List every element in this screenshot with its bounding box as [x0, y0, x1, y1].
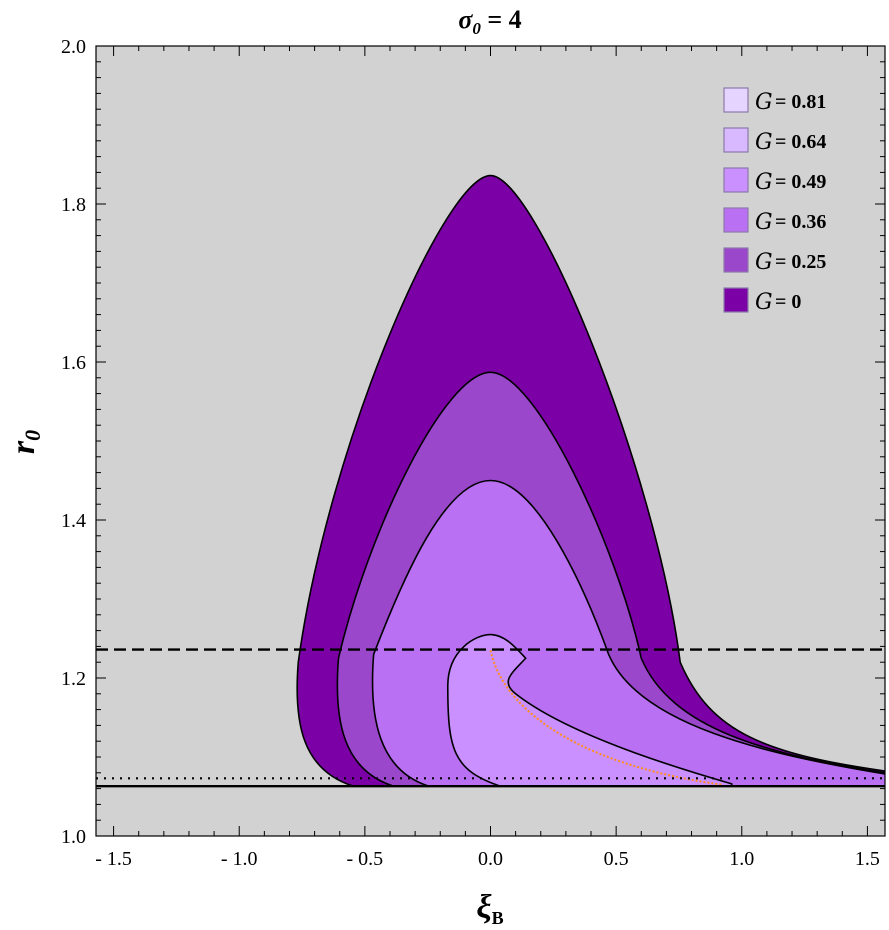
y-axis-label-main: r — [5, 440, 42, 454]
chart-title: σ0 = 4 — [458, 5, 521, 38]
legend-swatch — [723, 127, 749, 153]
legend-symbol: G — [755, 250, 773, 275]
legend-label: = 0.81 — [775, 91, 826, 113]
region-g-0-49 — [446, 633, 733, 788]
title-rest: = 4 — [481, 5, 522, 34]
y-tick-label: 1.8 — [61, 194, 86, 216]
legend: G = 0.81G = 0.64G = 0.49G = 0.36G = 0.25G = 0 — [723, 87, 826, 315]
legend-swatch — [723, 207, 749, 233]
legend-swatch — [723, 87, 749, 113]
legend-symbol: G — [755, 210, 773, 235]
y-tick-label: 1.0 — [61, 826, 86, 848]
y-tick-label: 2.0 — [61, 36, 86, 58]
y-tick-label: 1.6 — [61, 352, 86, 374]
legend-label: = 0.36 — [775, 211, 826, 233]
y-tick-label: 1.2 — [61, 668, 86, 690]
y-axis-label-sub: 0 — [20, 430, 45, 441]
legend-label: = 0.64 — [775, 131, 826, 153]
legend-symbol: G — [755, 130, 773, 155]
legend-item: G = 0.81 — [723, 87, 826, 115]
title-main: σ — [458, 5, 473, 34]
orange-dotted-curve — [489, 650, 722, 786]
x-tick-label: 0.5 — [604, 848, 629, 870]
legend-item: G = 0.64 — [723, 127, 826, 155]
legend-item: G = 0.49 — [723, 167, 826, 195]
x-tick-label: 0.0 — [478, 848, 503, 870]
legend-item: G = 0.25 — [723, 247, 826, 275]
x-axis-label-main: ξ — [476, 889, 492, 926]
x-axis: - 1.5 - 1.0 - 0.5 0.0 0.5 1.0 1.5 — [95, 46, 880, 870]
legend-label: = 0.25 — [775, 251, 826, 273]
legend-item: G = 0.36 — [723, 207, 826, 235]
x-tick-label: - 0.5 — [347, 848, 384, 870]
x-tick-label: - 1.5 — [95, 848, 132, 870]
y-axis-label: r0 — [5, 430, 45, 454]
y-tick-label: 1.4 — [61, 510, 86, 532]
x-tick-label: 1.0 — [729, 848, 754, 870]
legend-item: G = 0 — [723, 287, 801, 315]
regions — [296, 174, 885, 788]
title-text: σ0 = 4 — [458, 5, 521, 38]
title-sub: 0 — [472, 19, 481, 38]
legend-symbol: G — [755, 290, 773, 315]
legend-swatch — [723, 167, 749, 193]
x-tick-label: - 1.0 — [221, 848, 258, 870]
legend-swatch — [723, 247, 749, 273]
legend-swatch — [723, 287, 749, 313]
legend-label: = 0 — [775, 291, 801, 313]
legend-label: = 0.49 — [775, 171, 826, 193]
legend-symbol: G — [755, 90, 773, 115]
legend-symbol: G — [755, 170, 773, 195]
x-axis-label-sub: B — [492, 908, 504, 928]
reference-lines — [96, 648, 885, 788]
x-tick-label: 1.5 — [855, 848, 880, 870]
y-axis: 1.0 1.2 1.4 1.6 1.8 2.0 — [61, 36, 885, 848]
x-axis-label: ξB — [476, 889, 503, 928]
